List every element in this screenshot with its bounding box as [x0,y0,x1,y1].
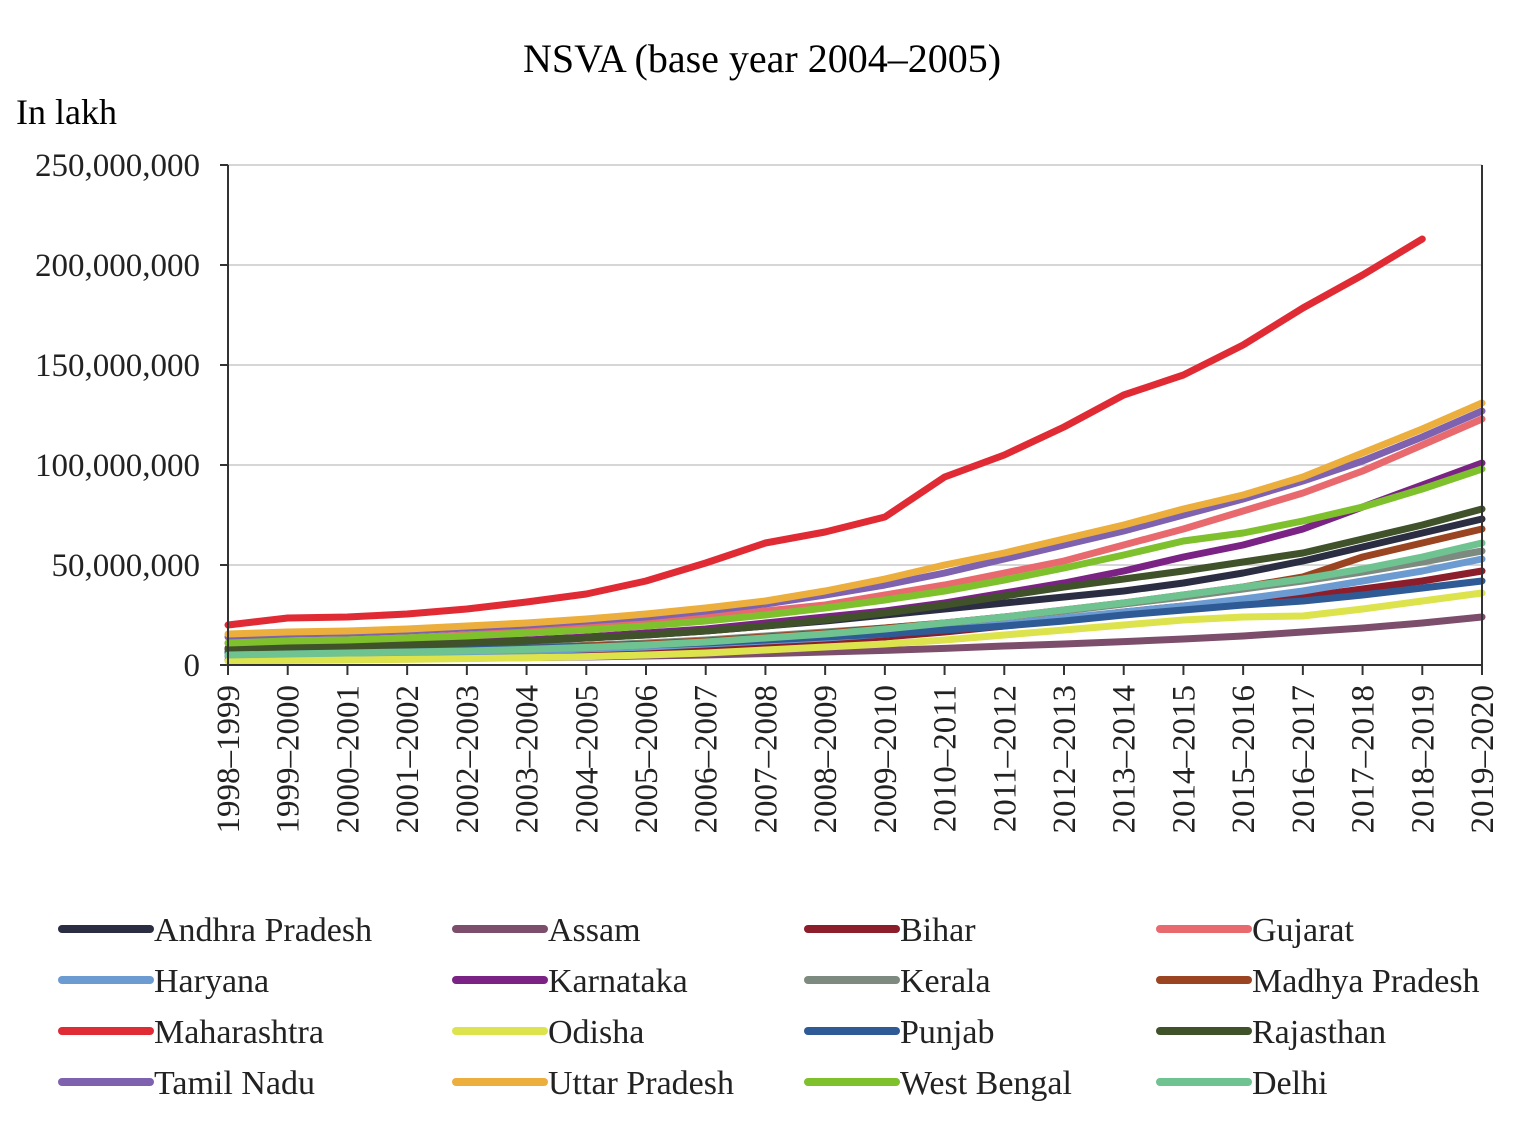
series-line-rajasthan [224,505,1486,653]
series-line-uttar-pradesh [224,399,1486,638]
y-tick-label: 50,000,000 [52,548,201,584]
legend-label: Kerala [900,963,991,1000]
legend-label: Punjab [900,1014,994,1051]
y-tick-label: 0 [184,648,201,684]
x-tick-label: 2006–2007 [689,685,725,834]
x-tick-label: 2010–2011 [928,685,964,832]
legend-label: Assam [548,912,641,949]
y-tick-label: 250,000,000 [35,148,200,184]
chart-title: NSVA (base year 2004–2005) [523,36,1001,81]
series-line-odisha [224,589,1486,665]
legend-label: Delhi [1252,1065,1328,1102]
legend-label: Karnataka [548,963,688,1000]
x-tick-label: 1998–1999 [211,685,247,834]
x-tick-label: 2002–2003 [450,685,486,834]
y-axis-unit-label: In lakh [16,92,117,132]
x-tick-label: 2019–2020 [1465,685,1501,834]
x-tick-label: 2009–2010 [868,685,904,834]
x-tick-label: 1999–2000 [271,685,307,834]
x-tick-label: 2001–2002 [390,685,426,834]
legend-label: Bihar [900,912,976,949]
x-tick-label: 2007–2008 [748,685,784,834]
legend-label: Uttar Pradesh [548,1065,734,1102]
x-tick-label: 2018–2019 [1405,685,1441,834]
legend-label: Andhra Pradesh [154,912,372,949]
x-tick-label: 2003–2004 [510,685,546,834]
x-tick-label: 2011–2012 [987,685,1023,832]
x-tick-label: 2008–2009 [808,685,844,834]
y-tick-label: 100,000,000 [35,448,200,484]
x-tick-label: 2000–2001 [330,685,366,834]
x-tick-label: 2015–2016 [1226,685,1262,834]
y-tick-label: 200,000,000 [35,248,200,284]
legend-label: Madhya Pradesh [1252,963,1480,1000]
x-tick-label: 2016–2017 [1286,685,1322,834]
legend-label: West Bengal [900,1065,1072,1102]
x-tick-label: 2014–2015 [1166,685,1202,834]
legend-label: Maharashtra [154,1014,324,1051]
x-tick-label: 2004–2005 [569,685,605,834]
x-tick-label: 2012–2013 [1047,685,1083,834]
legend-label: Haryana [154,963,269,1000]
legend-label: Odisha [548,1014,644,1051]
series-lines [224,235,1486,665]
series-line-maharashtra [224,235,1426,629]
y-tick-label: 150,000,000 [35,348,200,384]
y-tick-labels: 0 50,000,000 100,000,000 150,000,000 200,000… [35,148,200,684]
legend-label: Tamil Nadu [154,1065,315,1102]
series-line-west-bengal [224,465,1486,647]
legend: Andhra Pradesh Assam Bihar Gujarat Haryana Ka… [58,912,1480,1102]
x-tick-label: 2017–2018 [1346,685,1382,834]
axes [227,165,1483,666]
x-tick-labels: 1998–1999 1999–2000 2000–2001 2001–2002 2002… [211,665,1501,834]
x-tick-label: 2013–2014 [1107,685,1143,834]
series-line-delhi [224,539,1486,659]
legend-label: Gujarat [1252,912,1355,949]
x-tick-label: 2005–2006 [629,685,665,834]
legend-label: Rajasthan [1252,1014,1386,1051]
